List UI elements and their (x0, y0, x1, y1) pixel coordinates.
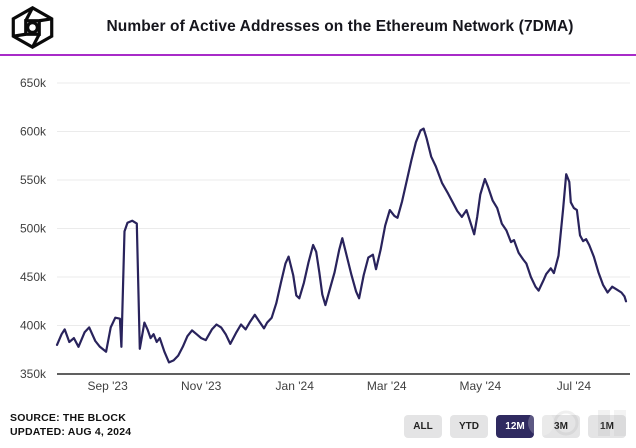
chart-svg: 650k 600k 550k 500k 450k 400k 350k Sep '23 Nov '… (20, 76, 630, 393)
y-tick-label: 600k (20, 125, 47, 139)
y-tick-label: 650k (20, 76, 47, 90)
logo-wrap (0, 5, 58, 50)
y-tick-label: 500k (20, 222, 47, 236)
data-line (55, 127, 628, 364)
source-line: SOURCE: THE BLOCK (10, 412, 126, 424)
page-title: Number of Active Addresses on the Ethere… (106, 18, 574, 35)
range-button-group: ALL YTD 12M 3M 1M (404, 415, 626, 438)
range-button-all[interactable]: ALL (404, 415, 442, 438)
x-tick-label: Sep '23 (87, 379, 128, 393)
source-attribution: SOURCE: THE BLOCK UPDATED: AUG 4, 2024 (10, 411, 131, 439)
x-tick-label: Jul '24 (557, 379, 592, 393)
range-button-1m[interactable]: 1M (588, 415, 626, 438)
header: Number of Active Addresses on the Ethere… (0, 0, 636, 54)
accent-divider (0, 54, 636, 56)
x-tick-label: Jan '24 (276, 379, 315, 393)
range-button-3m[interactable]: 3M (542, 415, 580, 438)
the-block-logo[interactable] (10, 5, 55, 50)
y-tick-label: 550k (20, 173, 47, 187)
y-tick-label: 400k (20, 319, 47, 333)
range-button-12m[interactable]: 12M (496, 415, 534, 438)
x-tick-label: May '24 (459, 379, 501, 393)
y-tick-label: 350k (20, 367, 47, 381)
updated-line: UPDATED: AUG 4, 2024 (10, 426, 132, 438)
y-tick-label: 450k (20, 270, 47, 284)
range-button-ytd[interactable]: YTD (450, 415, 488, 438)
x-tick-label: Mar '24 (367, 379, 407, 393)
x-tick-label: Nov '23 (181, 379, 222, 393)
